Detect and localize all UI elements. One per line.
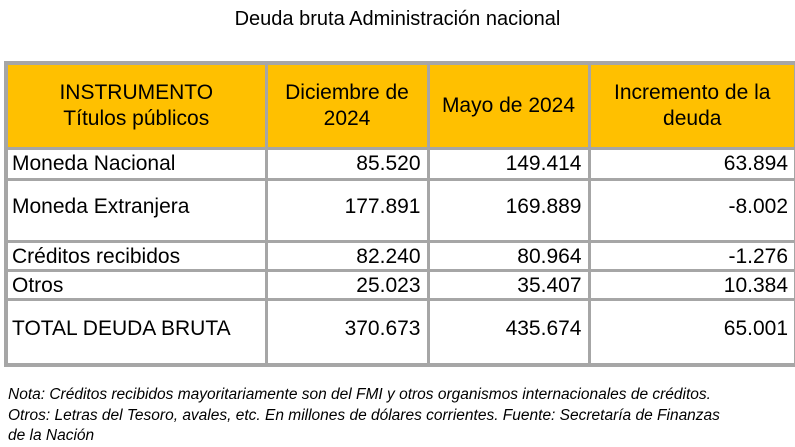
table-row: Otros 25.023 35.407 10.384	[4, 269, 795, 301]
footnote-line: Otros: Letras del Tesoro, avales, etc. E…	[8, 406, 720, 424]
row-label: Moneda Nacional	[4, 147, 268, 181]
cell-may: 35.407	[426, 269, 591, 301]
row-label: TOTAL DEUDA BRUTA	[4, 298, 268, 367]
table-row: Moneda Nacional 85.520 149.414 63.894	[4, 147, 795, 181]
cell-may: 149.414	[426, 147, 591, 181]
cell-december: 25.023	[264, 269, 430, 301]
row-label: Créditos recibidos	[4, 240, 268, 272]
cell-may: 169.889	[426, 178, 591, 243]
cell-may: 435.674	[426, 298, 591, 367]
footnote-line: Nota: Créditos recibidos mayoritariament…	[8, 386, 711, 403]
cell-increase: 63.894	[587, 147, 795, 181]
cell-increase: -8.002	[587, 178, 795, 243]
cell-increase: 65.001	[587, 298, 795, 367]
cell-increase: -1.276	[587, 240, 795, 272]
header-instrument-line1: INSTRUMENTO	[59, 81, 214, 104]
table-row-total: TOTAL DEUDA BRUTA 370.673 435.674 65.001	[4, 298, 795, 367]
footnote-line: de la Nación	[8, 427, 95, 444]
cell-increase: 10.384	[587, 269, 795, 301]
row-label: Otros	[4, 269, 268, 301]
cell-december: 370.673	[264, 298, 430, 367]
debt-table: INSTRUMENTO Títulos públicos Diciembre d…	[4, 61, 795, 367]
cell-may: 80.964	[426, 240, 591, 272]
page-title: Deuda bruta Administración nacional	[234, 8, 561, 30]
header-may-2024: Mayo de 2024	[426, 61, 591, 150]
header-debt-increase: Incremento de la deuda	[587, 61, 795, 150]
header-december-2024: Diciembre de 2024	[264, 61, 430, 150]
table-header-row: INSTRUMENTO Títulos públicos Diciembre d…	[4, 61, 795, 150]
table-row: Moneda Extranjera 177.891 169.889 -8.002	[4, 178, 795, 243]
cell-december: 177.891	[264, 178, 430, 243]
cell-december: 82.240	[264, 240, 430, 272]
footnote: Nota: Créditos recibidos mayoritariament…	[8, 385, 793, 447]
header-instrument: INSTRUMENTO Títulos públicos	[4, 61, 268, 150]
header-instrument-line2: Títulos públicos	[63, 107, 210, 130]
table-row: Créditos recibidos 82.240 80.964 -1.276	[4, 240, 795, 272]
row-label: Moneda Extranjera	[4, 178, 268, 243]
cell-december: 85.520	[264, 147, 430, 181]
